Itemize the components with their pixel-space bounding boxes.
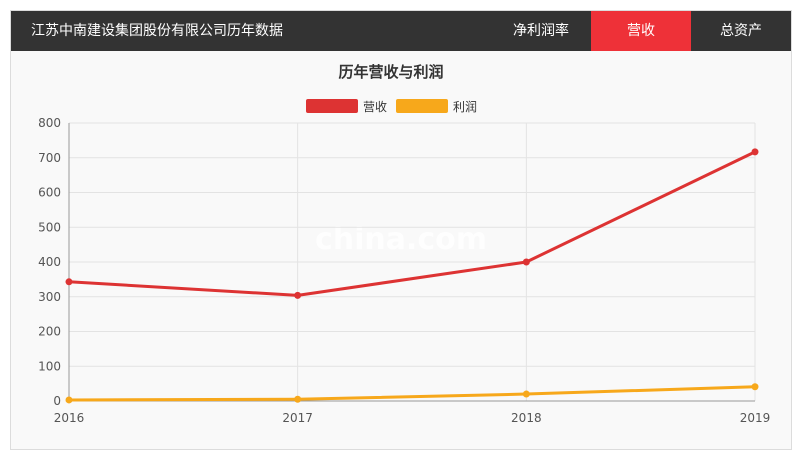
legend-swatch-profit: [396, 99, 448, 113]
x-tick-label: 2017: [282, 411, 313, 425]
legend-label-revenue: 营收: [363, 100, 387, 114]
data-point-1-1[interactable]: [294, 395, 302, 403]
x-tick-label: 2019: [740, 411, 771, 425]
y-tick-label: 400: [38, 255, 61, 269]
data-point-1-0[interactable]: [65, 396, 73, 404]
y-tick-label: 500: [38, 220, 61, 234]
data-point-1-2[interactable]: [522, 390, 530, 398]
chart-panel: 江苏中南建设集团股份有限公司历年数据 净利润率 营收 总资产 历年营收与利润 营…: [10, 10, 792, 450]
series-line-1: [67, 385, 757, 402]
app-title: 江苏中南建设集团股份有限公司历年数据: [31, 23, 283, 39]
legend-item-profit[interactable]: 利润: [396, 99, 477, 114]
grid: [68, 122, 756, 401]
y-tick-label: 100: [38, 359, 61, 373]
tab-bar: 净利润率 营收 总资产: [491, 11, 791, 51]
legend-label-profit: 利润: [453, 100, 477, 114]
data-point-0-0[interactable]: [65, 278, 73, 286]
x-tick-label: 2016: [54, 411, 85, 425]
series: [65, 148, 759, 404]
tab-net-margin[interactable]: 净利润率: [513, 23, 569, 39]
chart-area: 历年营收与利润 营收 利润 china.com 0 100 200 300 400 500…: [11, 11, 793, 451]
y-tick-label: 600: [38, 186, 61, 200]
x-tick-label: 2018: [511, 411, 542, 425]
tab-total-assets[interactable]: 总资产: [720, 23, 762, 39]
y-tick-label: 700: [38, 151, 61, 165]
watermark: china.com: [315, 222, 487, 257]
y-tick-label: 200: [38, 325, 61, 339]
tab-revenue[interactable]: 营收: [591, 11, 691, 51]
header-bar: 江苏中南建设集团股份有限公司历年数据 净利润率 营收 总资产: [11, 11, 791, 51]
legend-swatch-revenue: [306, 99, 358, 113]
data-point-0-3[interactable]: [751, 148, 759, 156]
chart-title: 历年营收与利润: [338, 63, 443, 81]
y-tick-label: 800: [38, 116, 61, 130]
data-point-0-2[interactable]: [522, 258, 530, 266]
axes: 0 100 200 300 400 500 600 700 800 2016 2017 2018 201…: [38, 116, 770, 425]
series-line-0: [67, 150, 757, 297]
y-tick-label: 0: [53, 394, 61, 408]
data-point-1-3[interactable]: [751, 383, 759, 391]
y-tick-label: 300: [38, 290, 61, 304]
legend-item-revenue[interactable]: 营收: [306, 99, 387, 114]
line-chart: 历年营收与利润 营收 利润 china.com 0 100 200 300 400 500…: [38, 63, 770, 425]
legend: 营收 利润: [306, 99, 477, 114]
data-point-0-1[interactable]: [294, 291, 302, 299]
